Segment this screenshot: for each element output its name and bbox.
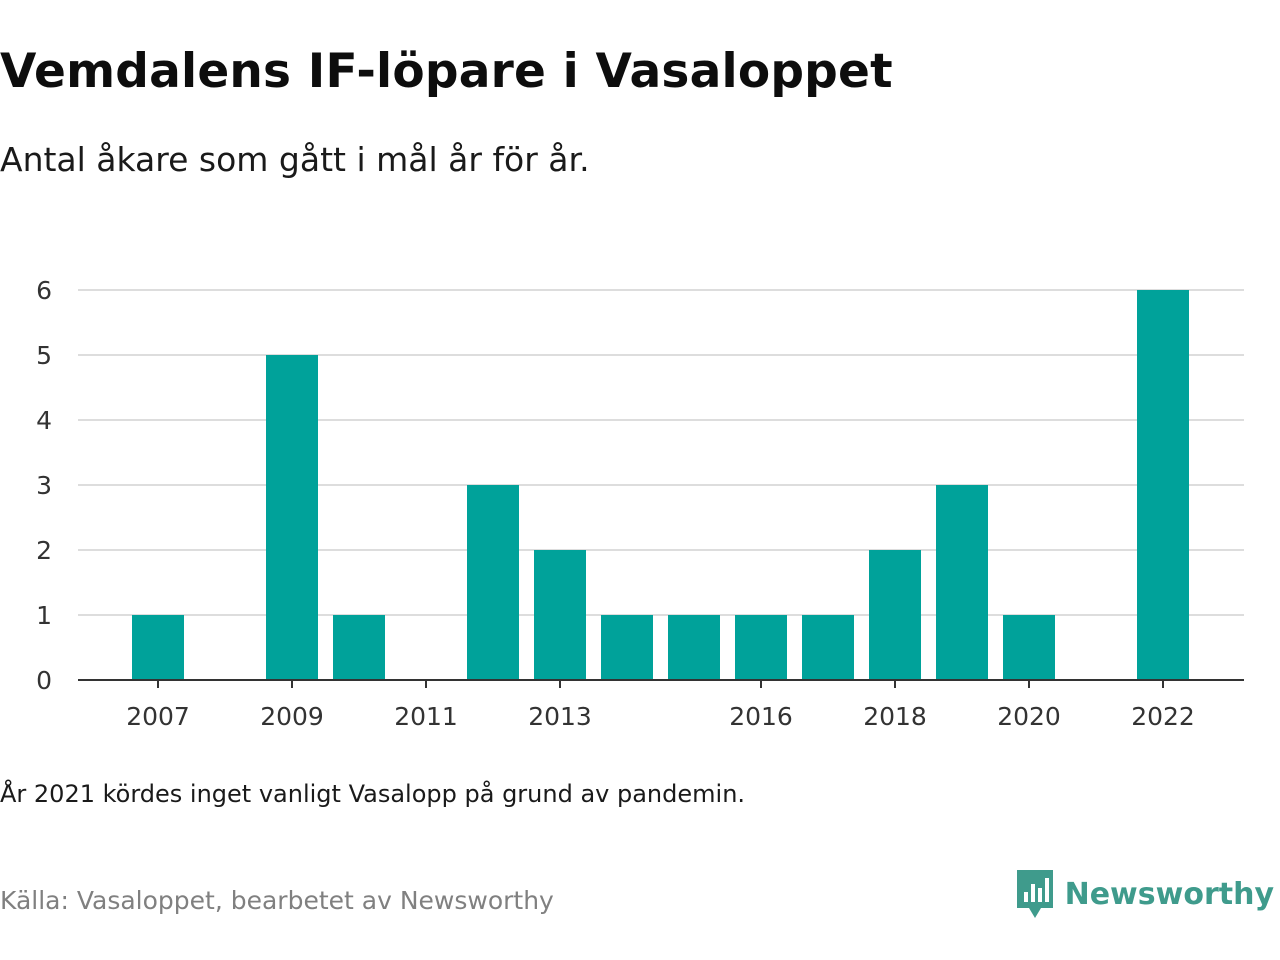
y-tick-label: 1	[36, 601, 52, 630]
y-tick-label: 0	[36, 666, 52, 695]
chart-title: Vemdalens IF-löpare i Vasaloppet	[0, 44, 893, 99]
x-axis-tick-labels: 2007 2009 2011 2013 2016 2018 2020 2022	[126, 702, 1195, 730]
bar-2016	[735, 615, 787, 680]
x-tick-label: 2018	[863, 702, 927, 730]
bar-2018	[869, 550, 921, 680]
bar-2014	[601, 615, 653, 680]
x-tick-label: 2011	[394, 702, 458, 730]
footnote: År 2021 kördes inget vanligt Vasalopp på…	[0, 780, 746, 808]
bar-2022	[1137, 290, 1189, 680]
y-tick-label: 2	[36, 536, 52, 565]
bar-2013	[534, 550, 586, 680]
x-tick-label: 2013	[528, 702, 592, 730]
y-axis-tick-labels: 0 1 2 3 4 5 6	[36, 276, 52, 695]
bar-2012	[467, 485, 519, 680]
bar-chart: 0 1 2 3 4 5 6 2007 2009 2011 2013 2016 2018 2020 2022	[36, 276, 1244, 730]
bar-2009	[266, 355, 318, 680]
grid-lines	[78, 289, 1244, 616]
bar-2019	[936, 485, 988, 680]
bar-2017	[802, 615, 854, 680]
bar-2010	[333, 615, 385, 680]
newsworthy-logo-icon	[1016, 870, 1053, 918]
newsworthy-brand: Newsworthy	[1015, 868, 1274, 920]
chart-subtitle: Antal åkare som gått i mål år för år.	[0, 140, 590, 179]
y-tick-label: 4	[36, 406, 52, 435]
x-axis	[78, 679, 1244, 688]
bar-2015	[668, 615, 720, 680]
x-tick-label: 2016	[729, 702, 793, 730]
y-tick-label: 6	[36, 276, 52, 305]
source-credit: Källa: Vasaloppet, bearbetet av Newswort…	[0, 886, 554, 915]
bar-2020	[1003, 615, 1055, 680]
x-tick-label: 2022	[1131, 702, 1195, 730]
brand-name: Newsworthy	[1064, 876, 1274, 912]
bars	[132, 290, 1189, 680]
x-tick-label: 2009	[260, 702, 324, 730]
y-tick-label: 3	[36, 471, 52, 500]
y-tick-label: 5	[36, 341, 52, 370]
x-tick-label: 2020	[997, 702, 1061, 730]
x-tick-label: 2007	[126, 702, 190, 730]
bar-2007	[132, 615, 184, 680]
